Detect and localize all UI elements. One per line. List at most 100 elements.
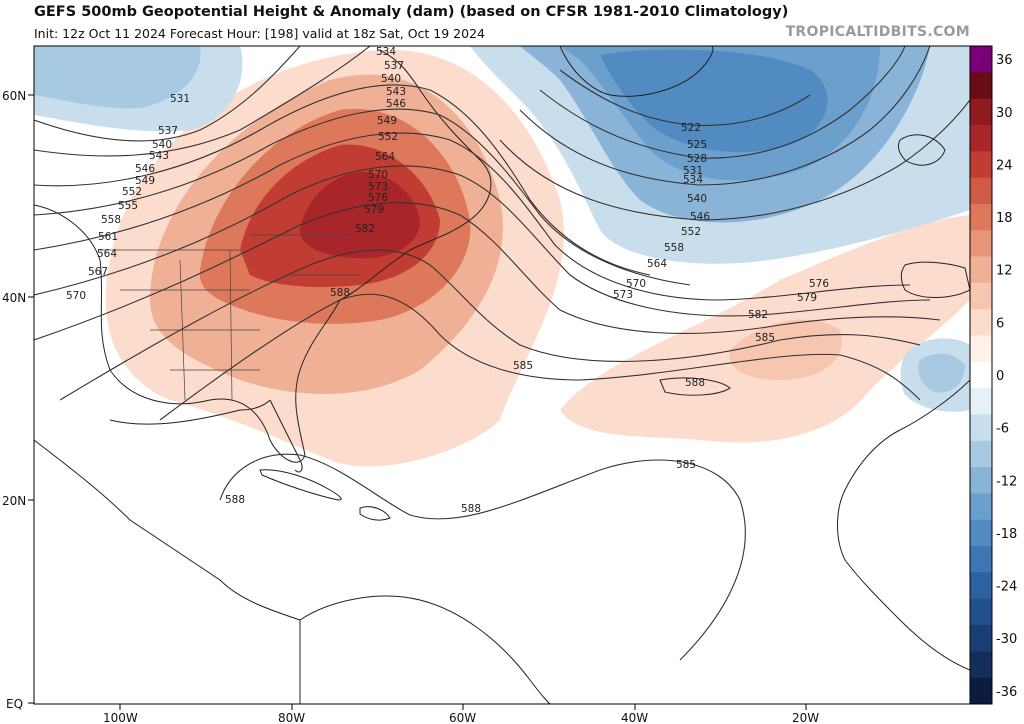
colorbar-segment xyxy=(970,124,992,152)
lat-label-20n: 20N xyxy=(2,494,26,508)
colorbar-tick-label: -24 xyxy=(996,580,1017,595)
contour-label: 576 xyxy=(368,192,388,204)
contour-582 xyxy=(59,249,921,401)
contour-label: 549 xyxy=(135,175,155,187)
contour-label: 582 xyxy=(748,309,768,321)
contour-label: 585 xyxy=(755,332,775,344)
mexico-central-america-coastline xyxy=(34,439,301,621)
colorbar-segment xyxy=(970,519,992,547)
contour-label: 564 xyxy=(375,151,395,163)
anomaly-band-neg-east-core xyxy=(918,353,965,393)
colorbar-tick-label: -18 xyxy=(996,527,1017,542)
gulf-coast xyxy=(109,399,271,425)
iberia-coastline xyxy=(900,261,970,298)
contour-label: 546 xyxy=(690,211,710,223)
cuba-coastline xyxy=(259,469,342,501)
colorbar-segment xyxy=(970,651,992,679)
colorbar-segment xyxy=(970,256,992,284)
contour-label: 540 xyxy=(381,73,401,85)
contour-label: 534 xyxy=(376,46,396,58)
contour-label: 579 xyxy=(364,204,384,216)
longitude-axis: 100W 80W 60W 40W 20W xyxy=(103,704,819,724)
colorbar-segment xyxy=(970,493,992,521)
colorbar-segment xyxy=(970,440,992,468)
colorbar-tick-label: -36 xyxy=(996,685,1017,700)
contour-label: 585 xyxy=(676,459,696,471)
contour-label: 582 xyxy=(355,223,375,235)
colorbar-segment xyxy=(970,467,992,494)
colorbar-tick-label: -6 xyxy=(996,422,1009,437)
contour-528 xyxy=(539,46,906,159)
contour-label: 549 xyxy=(377,115,397,127)
colorbar-segment xyxy=(970,388,992,415)
contour-label: 558 xyxy=(664,242,684,254)
contour-label: 573 xyxy=(368,181,388,193)
contour-label: 552 xyxy=(122,186,142,198)
lat-label-40n: 40N xyxy=(2,291,26,305)
colorbar-segment xyxy=(970,203,992,231)
contour-576 xyxy=(34,202,941,341)
contour-552 xyxy=(34,84,651,276)
contour-label: 540 xyxy=(152,139,172,151)
contour-label: 573 xyxy=(613,289,633,301)
lon-label-40w: 40W xyxy=(621,711,648,724)
anomaly-band-neg12-west xyxy=(34,46,201,109)
latitude-axis: 60N 40N 20N EQ xyxy=(2,89,34,711)
south-america-coastline xyxy=(299,595,551,704)
colorbar-tick-label: 12 xyxy=(996,264,1013,279)
contour-588-hi-east xyxy=(659,377,731,396)
colorbar-segment xyxy=(970,598,992,626)
contour-label: 534 xyxy=(683,174,703,186)
colorbar-segment xyxy=(970,177,992,205)
contour-label: 564 xyxy=(647,258,667,270)
contour-label: 522 xyxy=(681,122,701,134)
contour-label: 570 xyxy=(626,278,646,290)
contour-label: 552 xyxy=(378,131,398,143)
colorbar-segment xyxy=(970,546,992,573)
colorbar-segment xyxy=(970,230,992,258)
colorbar-tick-label: 6 xyxy=(996,316,1004,331)
contour-label: 570 xyxy=(368,169,388,181)
contour-label: 570 xyxy=(66,290,86,302)
contour-540 xyxy=(34,46,371,157)
contour-534 xyxy=(519,46,931,186)
lon-label-60w: 60W xyxy=(449,711,476,724)
contour-label: 555 xyxy=(118,200,138,212)
contour-label: 558 xyxy=(101,214,121,226)
contour-label: 564 xyxy=(97,248,117,260)
west-africa-coastline xyxy=(837,379,970,671)
contour-labels: 534 537 540 543 546 549 552 564 570 573 … xyxy=(66,46,829,515)
contour-label: 543 xyxy=(149,150,169,162)
contour-label: 546 xyxy=(135,163,155,175)
geography xyxy=(34,46,970,704)
colorbar-segment xyxy=(970,46,992,73)
colorbar-segment xyxy=(970,282,992,310)
contour-588 xyxy=(219,453,746,661)
british-isles-coastline xyxy=(897,134,946,166)
north-america-coastline xyxy=(34,49,492,463)
lon-label-20w: 20W xyxy=(792,711,819,724)
contour-522 xyxy=(559,69,811,126)
colorbar-tick-label: -30 xyxy=(996,632,1017,647)
colorbar-segment xyxy=(970,361,992,389)
colorbar-tick-label: 24 xyxy=(996,158,1013,173)
lat-label-60n: 60N xyxy=(2,89,26,103)
contour-585 xyxy=(159,293,921,421)
contour-label: 531 xyxy=(170,93,190,105)
greenland-coastline xyxy=(559,46,714,97)
contour-label: 588 xyxy=(225,494,245,506)
colorbar-segment xyxy=(970,151,992,179)
colorbar-segment xyxy=(970,572,992,600)
lat-label-eq: EQ xyxy=(6,697,23,711)
contour-label: 537 xyxy=(158,125,178,137)
anomaly-band-pos30 xyxy=(300,172,420,259)
colorbar-segment xyxy=(970,72,992,100)
contour-570 xyxy=(34,165,931,317)
contour-label: 531 xyxy=(683,165,703,177)
height-contours xyxy=(34,46,970,661)
anomaly-band-pos12-east xyxy=(729,319,842,380)
colorbar-segment xyxy=(970,309,992,337)
contour-label: 588 xyxy=(330,287,350,299)
anomaly-shading xyxy=(34,46,970,467)
